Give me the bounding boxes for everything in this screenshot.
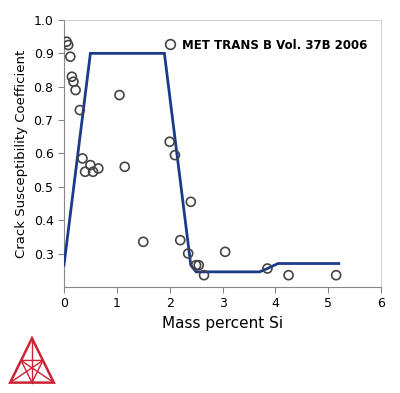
Point	[222, 249, 228, 255]
Y-axis label: Crack Susceptibility Coefficient: Crack Susceptibility Coefficient	[15, 49, 28, 257]
Point	[177, 237, 184, 243]
Point	[67, 53, 74, 60]
Point	[188, 198, 194, 205]
Point	[95, 165, 102, 172]
Point	[185, 250, 191, 257]
Point	[90, 169, 96, 175]
Point	[333, 272, 339, 278]
Point	[172, 152, 178, 158]
Point	[140, 239, 146, 245]
Point	[72, 87, 79, 93]
Point	[77, 107, 83, 113]
Point	[116, 92, 123, 98]
Legend: MET TRANS B Vol. 37B 2006: MET TRANS B Vol. 37B 2006	[158, 34, 372, 56]
Point	[82, 169, 88, 175]
Point	[79, 155, 86, 162]
Point	[70, 79, 77, 85]
Point	[201, 272, 207, 278]
X-axis label: Mass percent Si: Mass percent Si	[162, 316, 283, 331]
Point	[64, 39, 70, 45]
Point	[196, 262, 202, 268]
Point	[193, 262, 199, 268]
Point	[166, 139, 173, 145]
Point	[264, 265, 271, 272]
Point	[122, 163, 128, 170]
Point	[65, 42, 72, 48]
Point	[87, 162, 94, 168]
Point	[69, 73, 75, 80]
Point	[285, 272, 292, 278]
